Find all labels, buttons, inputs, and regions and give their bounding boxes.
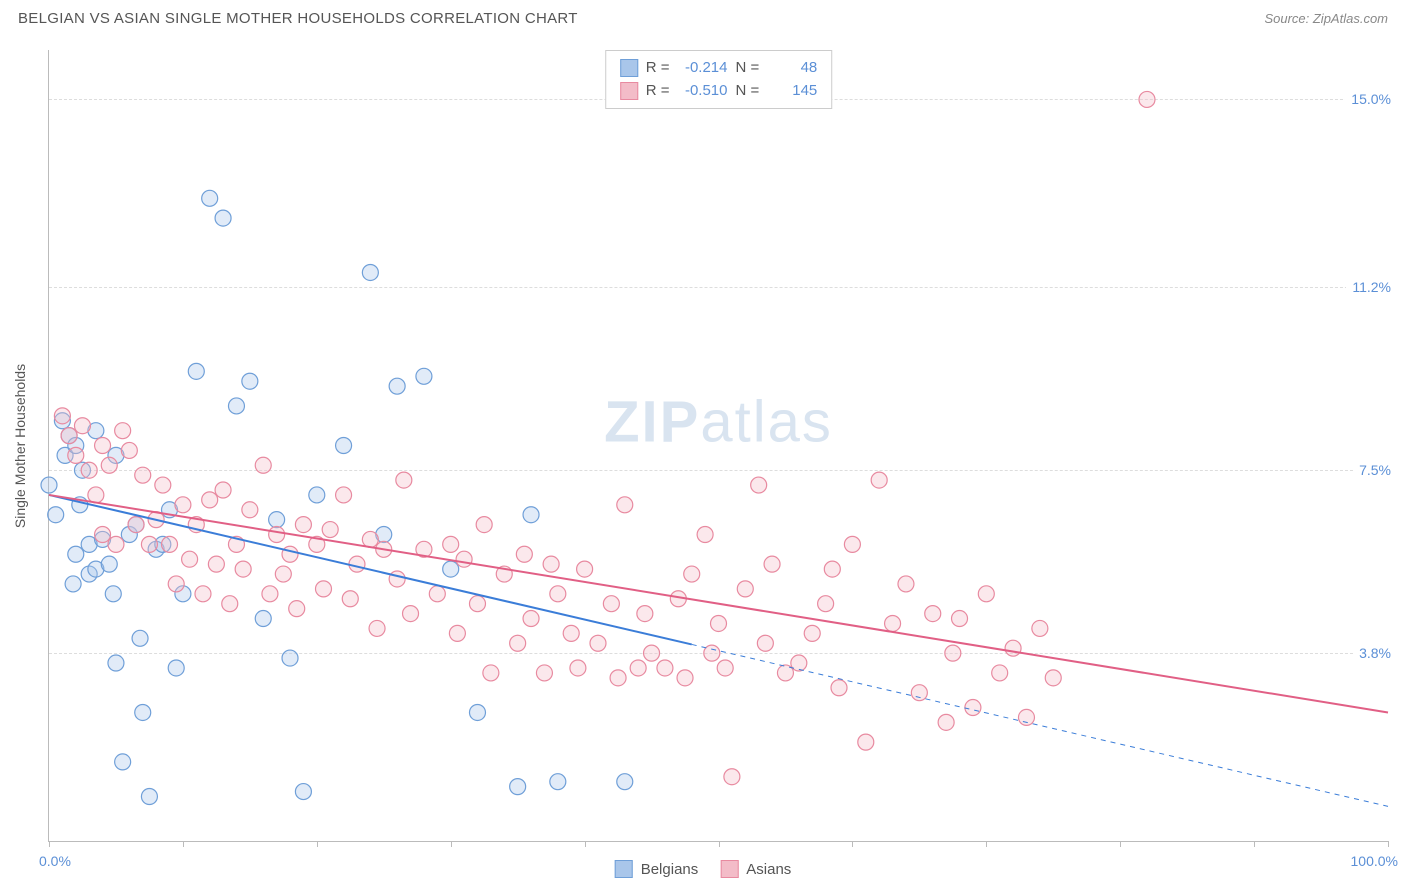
y-axis-title: Single Mother Households — [12, 364, 28, 528]
scatter-plot — [49, 50, 1388, 841]
stats-row-belgians: R = -0.214 N = 48 — [620, 57, 818, 80]
legend-label-asians: Asians — [746, 861, 791, 878]
stats-row-asians: R = -0.510 N = 145 — [620, 80, 818, 103]
y-tick-label: 11.2% — [1346, 279, 1391, 295]
source-attribution: Source: ZipAtlas.com — [1264, 11, 1388, 26]
legend-item-belgians: Belgians — [615, 860, 699, 878]
x-axis-max-label: 100.0% — [1351, 853, 1398, 869]
swatch-asians — [620, 82, 638, 100]
swatch-belgians — [620, 59, 638, 77]
n-value-asians: 145 — [767, 80, 817, 103]
r-value-asians: -0.510 — [678, 80, 728, 103]
n-label: N = — [736, 80, 760, 103]
r-label: R = — [646, 80, 670, 103]
bottom-legend: Belgians Asians — [615, 860, 792, 878]
x-axis-min-label: 0.0% — [39, 853, 71, 869]
n-value-belgians: 48 — [767, 57, 817, 80]
legend-swatch-belgians — [615, 860, 633, 878]
legend-label-belgians: Belgians — [641, 861, 699, 878]
chart-title: BELGIAN VS ASIAN SINGLE MOTHER HOUSEHOLD… — [18, 10, 578, 27]
legend-item-asians: Asians — [720, 860, 791, 878]
y-tick-label: 3.8% — [1353, 645, 1391, 661]
n-label: N = — [736, 57, 760, 80]
r-label: R = — [646, 57, 670, 80]
y-tick-label: 7.5% — [1353, 462, 1391, 478]
legend-swatch-asians — [720, 860, 738, 878]
plot-area: ZIPatlas R = -0.214 N = 48 R = -0.510 N … — [48, 50, 1388, 842]
correlation-stats-box: R = -0.214 N = 48 R = -0.510 N = 145 — [605, 50, 833, 109]
r-value-belgians: -0.214 — [678, 57, 728, 80]
y-tick-label: 15.0% — [1345, 91, 1391, 107]
